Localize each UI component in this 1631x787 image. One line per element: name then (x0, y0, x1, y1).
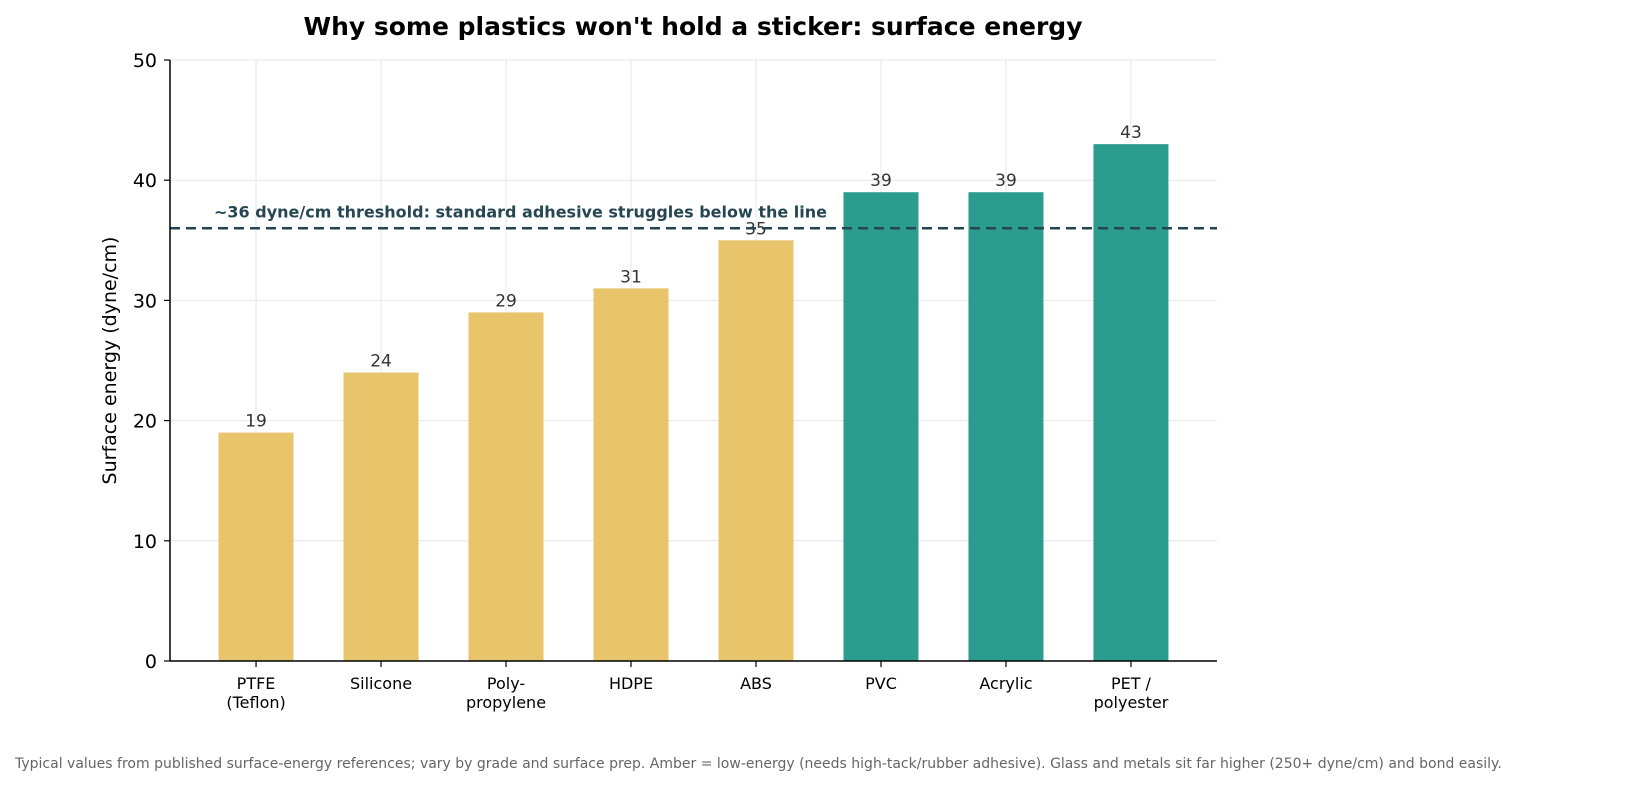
bar (343, 372, 419, 661)
bar (218, 432, 294, 661)
bar-value-label: 39 (995, 171, 1017, 191)
footnote: Typical values from published surface-en… (15, 756, 1502, 772)
bar-value-label: 29 (495, 291, 517, 311)
bar-value-label: 24 (370, 352, 392, 372)
y-axis-label: Surface energy (dyne/cm) (99, 237, 121, 485)
bar (718, 240, 794, 662)
bar-value-label: 31 (620, 267, 642, 287)
y-tick-label: 0 (145, 651, 157, 673)
bar-value-label: 19 (245, 412, 267, 432)
bar (1093, 144, 1169, 661)
y-tick-label: 50 (133, 50, 157, 72)
x-tick-label: PTFE (Teflon) (226, 674, 285, 712)
y-tick-label: 10 (133, 531, 157, 553)
bar (843, 192, 919, 661)
threshold: ~36 dyne/cm threshold: standard adhesive… (170, 202, 1217, 230)
chart-title: Why some plastics won't hold a sticker: … (304, 12, 1083, 41)
x-tick-label: PET / polyester (1094, 674, 1169, 712)
bar (468, 312, 544, 661)
y-tick-label: 30 (133, 290, 157, 312)
bar (593, 288, 669, 661)
threshold-annotation: ~36 dyne/cm threshold: standard adhesive… (214, 202, 827, 221)
y-tick-label: 20 (133, 411, 157, 433)
x-tick-label: PVC (865, 674, 897, 693)
x-tick-label: Acrylic (979, 674, 1032, 693)
bar-value-label: 39 (870, 171, 892, 191)
x-tick-label: Silicone (350, 674, 412, 693)
x-tick-label: ABS (740, 674, 772, 693)
grid (170, 59, 1217, 662)
axes: 0 10 20 30 40 50 PTFE (Teflon) Silicone Poly-prop… (133, 50, 1217, 712)
x-tick-label: Poly-propylene (466, 674, 546, 712)
y-tick-label: 40 (133, 170, 157, 192)
bar-value-label: 43 (1120, 123, 1142, 143)
bar (968, 192, 1044, 661)
x-tick-label: HDPE (609, 674, 653, 693)
